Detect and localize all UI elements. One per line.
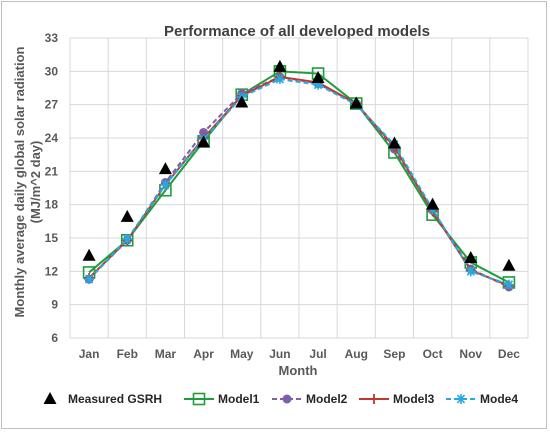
point-measured-gsrh bbox=[387, 136, 401, 149]
legend-item-model1: Model1 bbox=[184, 392, 260, 406]
legend-item-mode4: Mode4 bbox=[446, 392, 518, 406]
legend-label-model3: Model3 bbox=[393, 392, 435, 406]
series-layer bbox=[82, 59, 516, 292]
legend-marker-model3 bbox=[369, 394, 379, 404]
legend-label-model2: Model2 bbox=[306, 392, 348, 406]
x-tick-label: Jun bbox=[269, 347, 290, 361]
y-tick-label: 27 bbox=[45, 98, 59, 112]
y-tick-label: 18 bbox=[45, 198, 59, 212]
legend-marker-model2 bbox=[282, 394, 292, 404]
y-axis-ticks: 6 9 12 15 18 21 24 27 30 33 bbox=[45, 31, 59, 345]
x-tick-label: Oct bbox=[423, 347, 443, 361]
point-mode4 bbox=[313, 79, 324, 90]
point-mode4 bbox=[84, 274, 95, 285]
y-tick-label: 9 bbox=[51, 298, 58, 312]
legend-label-mode4: Mode4 bbox=[480, 392, 518, 406]
y-tick-label: 15 bbox=[45, 231, 59, 245]
x-tick-label: Aug bbox=[345, 347, 368, 361]
legend-item-model2: Model2 bbox=[272, 392, 348, 406]
point-measured-gsrh bbox=[158, 162, 172, 175]
point-measured-gsrh bbox=[464, 251, 478, 263]
x-tick-label: Sep bbox=[383, 347, 405, 361]
point-measured-gsrh bbox=[349, 96, 363, 109]
y-tick-label: 33 bbox=[45, 31, 59, 45]
y-tick-label: 12 bbox=[45, 264, 59, 278]
x-tick-label: Dec bbox=[498, 347, 520, 361]
legend-item-measured-gsrh: Measured GSRH bbox=[43, 392, 162, 406]
series-measured-gsrh bbox=[82, 59, 516, 271]
y-axis-title-line-1: Monthly average daily global solar radia… bbox=[12, 46, 27, 317]
legend-marker-measured-gsrh bbox=[43, 392, 57, 404]
chart-frame: Performance of all developed models 6 9 12… bbox=[1, 1, 547, 429]
legend-marker-mode4 bbox=[456, 394, 466, 404]
point-measured-gsrh bbox=[197, 135, 211, 148]
chart-title: Performance of all developed models bbox=[164, 23, 430, 40]
x-tick-label: Apr bbox=[193, 347, 214, 361]
point-measured-gsrh bbox=[235, 95, 249, 108]
grid bbox=[69, 37, 529, 339]
y-tick-label: 30 bbox=[45, 64, 59, 78]
x-tick-label: Mar bbox=[155, 347, 177, 361]
y-axis-title: Monthly average daily global solar radia… bbox=[12, 46, 43, 317]
legend-marker-model1 bbox=[192, 392, 206, 406]
y-tick-label: 6 bbox=[51, 331, 58, 345]
y-tick-label: 24 bbox=[45, 131, 59, 145]
x-tick-label: Feb bbox=[117, 347, 138, 361]
line-mode4 bbox=[88, 78, 510, 286]
y-tick-label: 21 bbox=[45, 164, 59, 178]
point-measured-gsrh bbox=[82, 248, 96, 261]
x-axis-title: Month bbox=[279, 363, 318, 378]
x-axis-ticks: Jan Feb Mar Apr May Jun Jul Aug Sep Oct Nov Dec bbox=[79, 347, 521, 361]
legend-item-model3: Model3 bbox=[359, 392, 435, 406]
point-measured-gsrh bbox=[502, 258, 516, 271]
point-mode4 bbox=[274, 74, 285, 85]
point-measured-gsrh bbox=[273, 59, 287, 72]
chart: Performance of all developed models 6 9 12… bbox=[12, 23, 529, 406]
x-tick-label: Nov bbox=[459, 347, 482, 361]
point-measured-gsrh bbox=[426, 197, 440, 210]
legend-label-measured-gsrh: Measured GSRH bbox=[68, 392, 162, 406]
point-measured-gsrh bbox=[120, 209, 134, 222]
legend-label-model1: Model1 bbox=[218, 392, 260, 406]
x-tick-label: May bbox=[230, 347, 254, 361]
point-mode4 bbox=[160, 179, 171, 190]
legend: Measured GSRH Model1 Model2 Model3 Mode4 bbox=[43, 392, 518, 406]
x-tick-label: Jul bbox=[309, 347, 326, 361]
point-mode4 bbox=[465, 266, 476, 277]
point-mode4 bbox=[122, 234, 133, 245]
y-axis-title-line-2: (MJ/m^2 day) bbox=[28, 141, 43, 224]
point-measured-gsrh bbox=[311, 71, 325, 83]
x-tick-label: Jan bbox=[79, 347, 100, 361]
point-mode4 bbox=[503, 279, 514, 290]
